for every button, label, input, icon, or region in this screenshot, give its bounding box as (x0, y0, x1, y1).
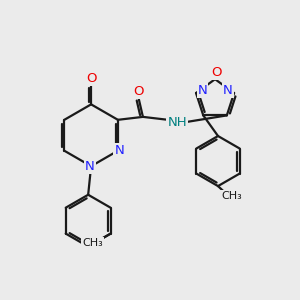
Text: O: O (86, 72, 96, 85)
Text: N: N (115, 144, 124, 157)
Text: N: N (198, 84, 207, 97)
Text: N: N (223, 84, 232, 97)
Text: CH₃: CH₃ (82, 238, 103, 248)
Text: CH₃: CH₃ (221, 191, 242, 201)
Text: O: O (133, 85, 144, 98)
Text: NH: NH (168, 116, 187, 129)
Text: N: N (85, 160, 94, 173)
Text: O: O (211, 66, 222, 79)
